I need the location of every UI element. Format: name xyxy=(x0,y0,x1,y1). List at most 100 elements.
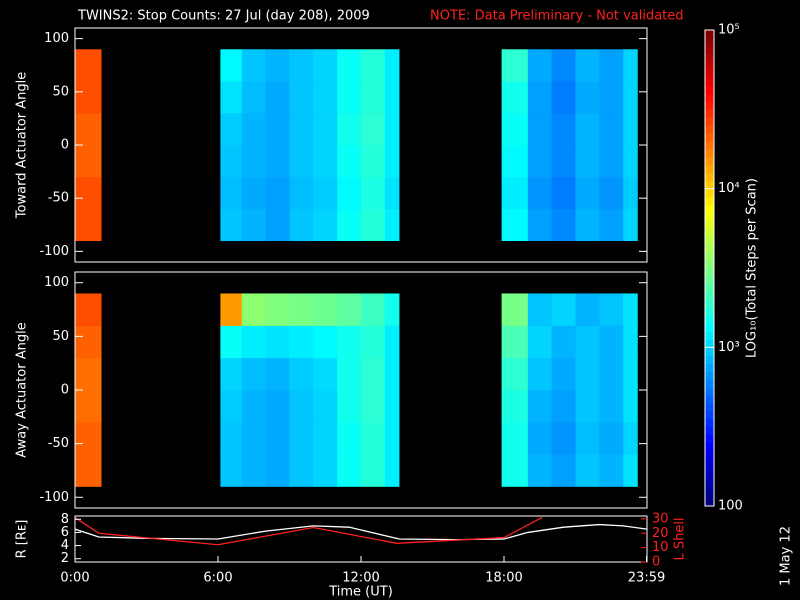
heat-cell xyxy=(599,454,624,487)
y-tick-label: 4 xyxy=(61,538,69,553)
y-tick-label: 50 xyxy=(52,329,69,344)
heat-cell xyxy=(384,208,400,242)
heat-cell xyxy=(575,49,600,82)
heat-cell xyxy=(241,390,266,423)
colorbar-segment xyxy=(705,442,714,451)
heat-cell xyxy=(599,422,624,455)
heat-cell xyxy=(599,176,624,210)
chart-title: TWINS2: Stop Counts: 27 Jul (day 208), 2… xyxy=(77,9,370,24)
x-axis-label: Time (UT) xyxy=(328,585,393,600)
y2-tick-label: 10 xyxy=(652,540,669,555)
heat-cell xyxy=(361,454,386,487)
x-tick-label: 23:59 xyxy=(628,571,665,586)
heat-cell xyxy=(575,145,600,178)
heat-cell xyxy=(551,422,576,455)
x-tick-label: 0:00 xyxy=(60,571,89,586)
heat-cell xyxy=(289,81,314,114)
heat-cell xyxy=(313,49,338,82)
plot-area xyxy=(75,516,647,546)
heat-cell xyxy=(361,145,386,178)
colorbar-segment xyxy=(705,61,714,71)
colorbar-segment xyxy=(705,379,714,388)
y-tick-label: -50 xyxy=(48,191,69,206)
colorbar-segment xyxy=(705,252,714,261)
heat-cell xyxy=(551,357,576,391)
heat-cell xyxy=(527,145,552,178)
heat-cell xyxy=(599,293,624,326)
y2-tick-label: 0 xyxy=(652,555,660,570)
heat-cell xyxy=(384,145,400,178)
colorbar-segment xyxy=(705,85,714,94)
heat-cell xyxy=(501,454,529,487)
x-tick-label: 18:00 xyxy=(485,571,522,586)
heat-cell xyxy=(265,208,290,242)
heat-cell xyxy=(241,208,266,242)
heat-cell xyxy=(313,81,338,114)
heat-cell xyxy=(551,293,576,326)
x-tick-label: 6:00 xyxy=(203,571,232,586)
colorbar-segment xyxy=(705,220,714,229)
heat-cell xyxy=(527,293,552,326)
colorbar-segment xyxy=(705,204,714,213)
heat-cell xyxy=(575,357,600,391)
colorbar-segment xyxy=(705,331,714,340)
heat-cell xyxy=(361,293,386,326)
heat-cell xyxy=(501,81,529,114)
y-tick-label: 0 xyxy=(61,138,69,153)
heat-cell xyxy=(313,113,338,146)
heat-cell xyxy=(75,422,102,455)
annotation: 1 May 12 xyxy=(779,526,794,586)
heat-cell xyxy=(75,176,102,210)
heat-cell xyxy=(623,81,638,114)
y2-tick-label: 30 xyxy=(652,511,669,526)
heat-cell xyxy=(241,357,266,391)
colorbar-segment xyxy=(705,355,714,364)
colorbar-segment xyxy=(705,109,714,118)
heat-cell xyxy=(551,145,576,178)
heat-cell xyxy=(527,49,552,82)
colorbar-segment xyxy=(705,244,714,253)
colorbar-segment xyxy=(705,30,714,39)
heat-cell xyxy=(241,81,266,114)
heat-cell xyxy=(551,390,576,423)
heat-cell xyxy=(220,145,243,178)
heat-cell xyxy=(551,325,576,359)
heat-cell xyxy=(313,325,338,359)
heat-cell xyxy=(501,113,529,146)
colorbar-segment xyxy=(705,387,714,396)
heat-cell xyxy=(220,49,243,82)
colorbar-segment xyxy=(705,133,714,142)
note: NOTE: Data Preliminary - Not validated xyxy=(430,9,684,24)
heat-cell xyxy=(220,113,243,146)
colorbar-segment xyxy=(705,101,714,110)
heat-cell xyxy=(575,176,600,210)
colorbar-segment xyxy=(705,315,714,325)
heat-cell xyxy=(220,390,243,423)
heat-cell xyxy=(623,145,638,178)
heat-cell xyxy=(384,357,400,391)
colorbar-segment xyxy=(705,125,714,134)
heat-cell xyxy=(361,208,386,242)
heat-cell xyxy=(527,454,552,487)
heat-cell xyxy=(265,422,290,455)
heat-cell xyxy=(501,49,529,82)
heat-cell xyxy=(220,422,243,455)
heat-cell xyxy=(241,49,266,82)
colorbar-segment xyxy=(705,69,714,79)
heat-cell xyxy=(575,208,600,242)
heat-cell xyxy=(501,208,529,242)
heat-cell xyxy=(75,208,102,242)
heat-cell xyxy=(384,176,400,210)
colorbar-segment xyxy=(705,149,714,158)
heat-cell xyxy=(623,49,638,82)
heat-cell xyxy=(384,422,400,455)
colorbar-segment xyxy=(705,45,714,55)
heat-cell xyxy=(241,325,266,359)
heat-cell xyxy=(337,145,362,178)
heat-cell xyxy=(265,357,290,391)
heat-cell xyxy=(313,422,338,455)
heat-cell xyxy=(289,208,314,242)
y-tick-label: 2 xyxy=(61,551,69,566)
